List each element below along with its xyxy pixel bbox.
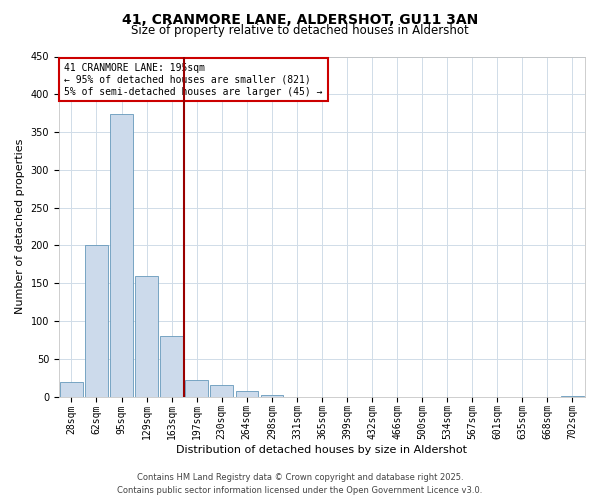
Bar — [236, 390, 258, 396]
X-axis label: Distribution of detached houses by size in Aldershot: Distribution of detached houses by size … — [176, 445, 467, 455]
Text: Contains HM Land Registry data © Crown copyright and database right 2025.
Contai: Contains HM Land Registry data © Crown c… — [118, 474, 482, 495]
Bar — [185, 380, 208, 396]
Bar — [211, 385, 233, 396]
Bar — [85, 244, 108, 396]
Y-axis label: Number of detached properties: Number of detached properties — [15, 139, 25, 314]
Bar — [110, 114, 133, 397]
Text: 41 CRANMORE LANE: 195sqm
← 95% of detached houses are smaller (821)
5% of semi-d: 41 CRANMORE LANE: 195sqm ← 95% of detach… — [64, 64, 323, 96]
Bar — [136, 276, 158, 396]
Bar — [260, 395, 283, 396]
Bar — [160, 336, 183, 396]
Bar — [60, 382, 83, 396]
Text: 41, CRANMORE LANE, ALDERSHOT, GU11 3AN: 41, CRANMORE LANE, ALDERSHOT, GU11 3AN — [122, 12, 478, 26]
Text: Size of property relative to detached houses in Aldershot: Size of property relative to detached ho… — [131, 24, 469, 37]
